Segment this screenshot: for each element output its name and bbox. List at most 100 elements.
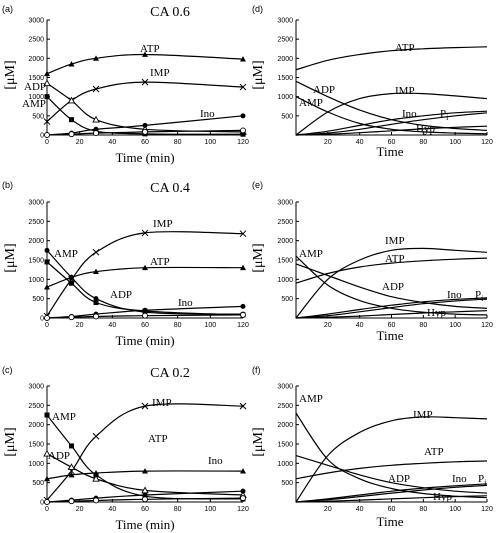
y-tick-label: 500 — [32, 113, 44, 120]
panel-label: (a) — [2, 4, 13, 14]
axes-frame — [46, 202, 243, 319]
series-label-imp: IMP — [385, 235, 405, 247]
x-tick-label: 20 — [324, 506, 332, 513]
atp-data-point — [93, 268, 99, 274]
series-label-p: Pi — [475, 289, 484, 303]
y-tick-label: 0 — [40, 500, 44, 507]
amp-data-point — [44, 94, 50, 100]
y-tick-label: 1500 — [28, 442, 44, 449]
y-tick-label: 2500 — [277, 219, 293, 226]
imp-data-point — [43, 118, 51, 125]
adp-data-point — [43, 449, 51, 457]
y-tick-label: 3000 — [277, 200, 293, 207]
x-tick-label: 20 — [76, 322, 84, 329]
series-label-atp: ATP — [424, 446, 444, 458]
series-line-atp — [46, 266, 244, 288]
series-line-ino — [295, 110, 488, 136]
y-tick-label: 500 — [32, 480, 44, 487]
x-tick-label: 120 — [237, 506, 249, 513]
y-tick-label: 1500 — [277, 75, 293, 82]
x-tick-label: 60 — [388, 322, 396, 329]
atp-data-point — [44, 70, 50, 77]
x-tick-label: 80 — [174, 322, 182, 329]
series-line-hyp — [295, 495, 488, 503]
axes-frame — [295, 20, 487, 136]
y-tick-label: 500 — [32, 296, 44, 303]
y-axis-label: [μM] — [3, 243, 18, 272]
series-label-ino: Ino — [208, 455, 223, 467]
atp-data-point — [142, 468, 148, 474]
x-tick-label: 100 — [449, 506, 461, 513]
x-tick-label: 40 — [356, 322, 364, 329]
x-tick-label: 40 — [356, 506, 364, 513]
unlabeled-data-point — [93, 313, 99, 320]
unlabeled-data-point — [240, 127, 246, 134]
series-line-adp — [295, 263, 488, 309]
imp-data-point — [92, 432, 100, 440]
series-line-imp — [295, 247, 488, 319]
series-line-amp — [295, 96, 488, 135]
y-tick-label: 500 — [281, 296, 293, 303]
x-tick-label: 20 — [324, 139, 332, 146]
x-tick-label: 40 — [356, 139, 364, 146]
chart-panel-c: (c) CA 0.2 0 500 1000 1500 2000 2500 3000 0 20 40 60… — [2, 365, 249, 532]
x-axis-label: Time (min) — [115, 517, 174, 532]
amp-data-point — [69, 443, 74, 449]
adp-data-point — [43, 79, 51, 87]
series-label-adp: ADP — [48, 450, 70, 462]
x-tick-label: 0 — [45, 506, 49, 513]
y-tick-label: 1500 — [277, 442, 293, 449]
series-line-hyp — [295, 125, 488, 136]
series-line-amp — [295, 255, 488, 316]
unlabeled-data-point — [68, 498, 75, 505]
series-label-imp: IMP — [150, 67, 170, 79]
amp-data-point — [44, 247, 50, 253]
chart-title: CA 0.4 — [150, 181, 190, 196]
series-label-hyp: Hyp — [427, 307, 446, 319]
y-tick-label: 3000 — [28, 18, 44, 25]
y-tick-label: 3000 — [28, 200, 44, 207]
series-label-amp: AMP — [299, 97, 323, 109]
series-line-p — [295, 484, 488, 503]
series-label-amp: AMP — [299, 248, 323, 260]
x-tick-label: 80 — [419, 139, 427, 146]
y-tick-label: 500 — [281, 480, 293, 487]
y-tick-label: 2000 — [277, 56, 293, 63]
unlabeled-data-point — [44, 499, 50, 505]
y-tick-label: 1000 — [277, 94, 293, 101]
series-line-adp — [295, 455, 488, 494]
x-tick-label: 60 — [141, 506, 149, 513]
series-label-amp: AMP — [299, 393, 323, 405]
atp-data-point — [93, 470, 99, 476]
series-line-atp — [295, 46, 488, 71]
imp-data-point — [92, 248, 100, 256]
atp-data-point — [44, 475, 50, 482]
adp-data-point — [92, 115, 100, 123]
imp-data-point — [141, 402, 149, 410]
series-label-atp: ATP — [150, 256, 170, 268]
y-tick-label: 2500 — [28, 403, 44, 410]
imp-data-point — [239, 230, 247, 238]
imp-data-point — [239, 83, 247, 91]
series-line-atp — [46, 53, 244, 75]
unlabeled-data-point — [93, 130, 99, 137]
unlabeled-data-point — [142, 312, 148, 319]
series-label-atp: ATP — [395, 42, 415, 54]
y-axis-label: [μM] — [251, 60, 266, 89]
x-tick-label: 100 — [204, 506, 216, 513]
series-label-ino: Ino — [452, 473, 467, 485]
y-tick-label: 2500 — [277, 403, 293, 410]
series-label-ino: Ino — [447, 289, 462, 301]
atp-data-point — [93, 55, 99, 61]
x-tick-label: 0 — [45, 139, 49, 146]
unlabeled-data-point — [44, 132, 50, 138]
series-label-adp: ADP — [24, 81, 46, 93]
series-line-ino — [295, 483, 488, 503]
series-label-p: Pi — [478, 473, 487, 487]
y-tick-label: 1000 — [28, 461, 44, 468]
series-label-ino: Ino — [178, 297, 193, 309]
amp-data-point — [44, 412, 50, 418]
adp-data-point — [93, 300, 99, 306]
y-tick-label: 3000 — [277, 18, 293, 25]
y-tick-label: 3000 — [277, 384, 293, 391]
